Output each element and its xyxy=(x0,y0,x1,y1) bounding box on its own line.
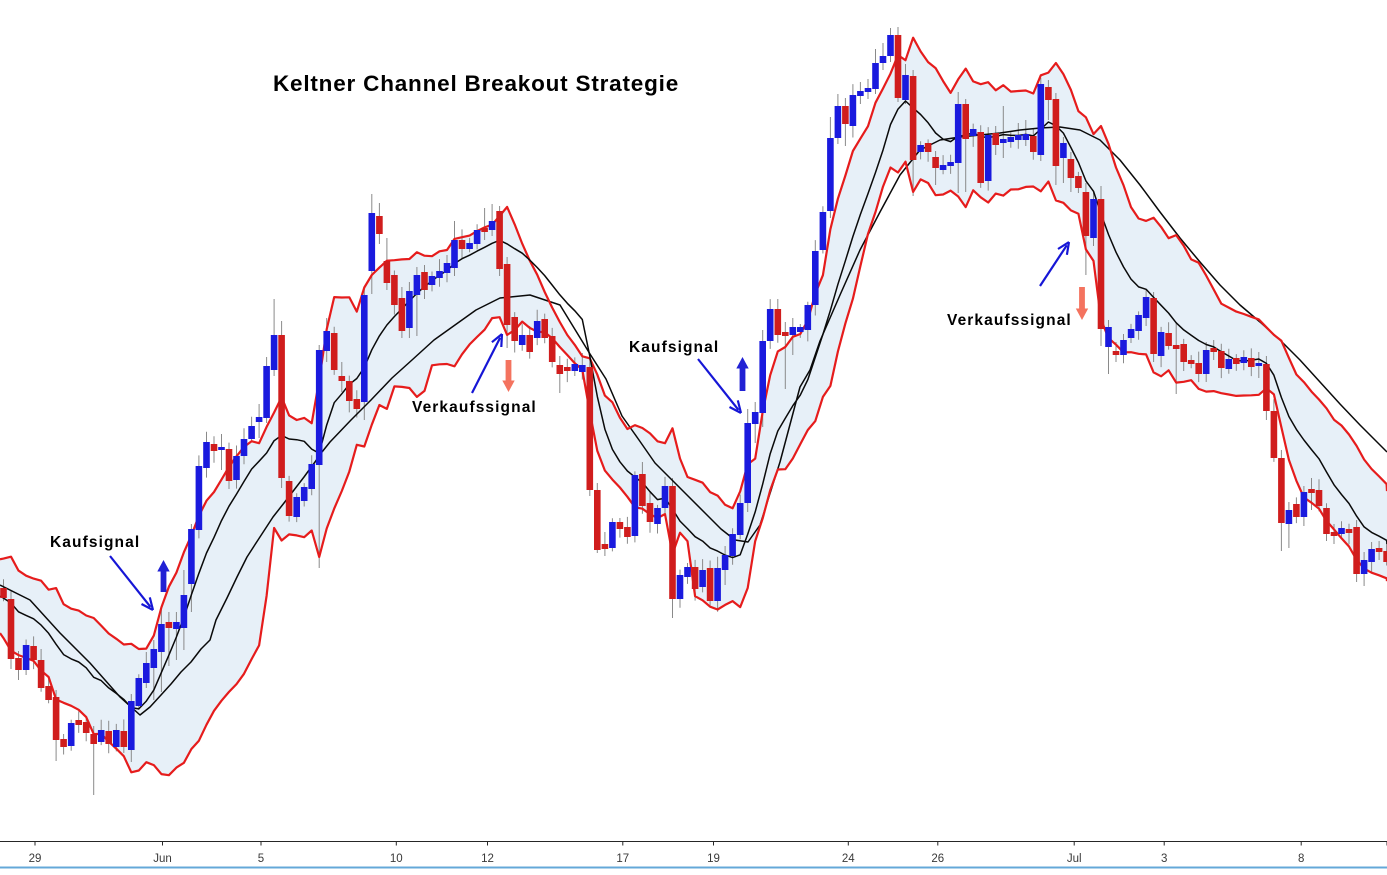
svg-text:5: 5 xyxy=(258,853,264,865)
svg-text:19: 19 xyxy=(707,853,720,865)
svg-text:Verkaufssignal: Verkaufssignal xyxy=(947,312,1072,329)
svg-text:3: 3 xyxy=(1161,853,1167,865)
svg-text:Keltner Channel Breakout Strat: Keltner Channel Breakout Strategie xyxy=(273,71,679,96)
svg-text:24: 24 xyxy=(842,853,855,865)
svg-text:Verkaufssignal: Verkaufssignal xyxy=(412,399,537,416)
svg-text:26: 26 xyxy=(931,853,944,865)
svg-text:29: 29 xyxy=(29,853,42,865)
svg-text:Jun: Jun xyxy=(153,853,172,865)
svg-text:17: 17 xyxy=(616,853,629,865)
svg-text:8: 8 xyxy=(1298,853,1304,865)
svg-text:Kaufsignal: Kaufsignal xyxy=(629,339,719,356)
svg-text:Kaufsignal: Kaufsignal xyxy=(50,534,140,551)
svg-text:10: 10 xyxy=(390,853,403,865)
svg-text:Jul: Jul xyxy=(1067,853,1082,865)
svg-text:12: 12 xyxy=(481,853,494,865)
